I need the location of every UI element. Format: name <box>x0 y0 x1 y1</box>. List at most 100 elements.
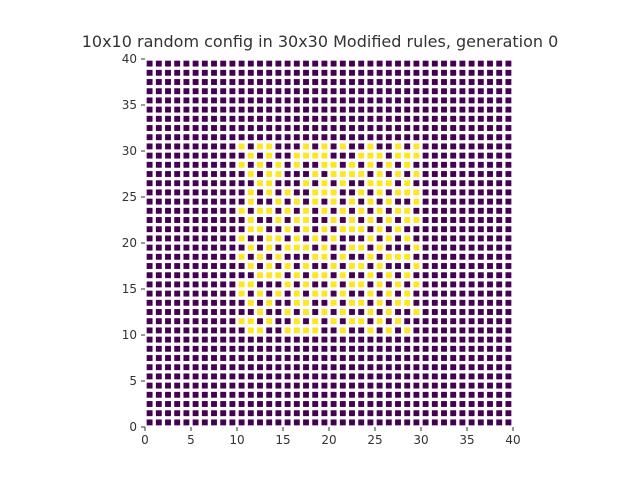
cell-dead <box>395 336 401 343</box>
cell-dead <box>146 235 153 242</box>
cell-dead <box>275 152 282 159</box>
cell-dead <box>441 401 447 407</box>
cell-dead <box>312 263 319 269</box>
cell-dead <box>367 134 374 141</box>
cell-dead <box>468 60 475 67</box>
cell-dead <box>192 244 199 251</box>
cell-alive <box>367 309 374 315</box>
cell-alive <box>266 299 273 306</box>
cell-dead <box>321 69 328 76</box>
cell-alive <box>257 180 263 187</box>
cell-dead <box>413 88 420 95</box>
cell-dead <box>229 125 236 131</box>
cell-dead <box>505 391 512 398</box>
cell-dead <box>293 382 300 389</box>
cell-dead <box>303 355 309 361</box>
cell-dead <box>459 281 466 288</box>
cell-dead <box>192 152 199 159</box>
cell-dead <box>404 263 411 269</box>
cell-dead <box>146 281 153 288</box>
cell-dead <box>211 345 217 352</box>
cell-dead <box>192 299 199 306</box>
cell-dead <box>487 106 493 113</box>
cell-dead <box>358 382 365 389</box>
cell-dead <box>211 134 217 141</box>
cell-dead <box>247 180 254 187</box>
cell-alive <box>293 217 300 223</box>
cell-dead <box>376 88 383 95</box>
cell-dead <box>441 134 447 141</box>
cell-dead <box>155 272 162 279</box>
cell-dead <box>174 345 181 352</box>
cell-dead <box>220 244 227 251</box>
cell-dead <box>211 373 217 380</box>
cell-dead <box>468 235 475 242</box>
cell-dead <box>358 134 365 141</box>
cell-dead <box>487 355 493 361</box>
cell-dead <box>385 134 392 141</box>
cell-dead <box>505 382 512 389</box>
cell-dead <box>238 134 245 141</box>
cell-alive <box>376 281 383 288</box>
cell-dead <box>229 336 236 343</box>
cell-dead <box>468 253 475 260</box>
cell-dead <box>477 382 484 389</box>
cell-dead <box>395 410 401 417</box>
cell-alive <box>385 327 392 334</box>
x-tick-label: 5 <box>187 433 195 447</box>
cell-dead <box>257 318 263 325</box>
cell-dead <box>358 125 365 131</box>
cell-dead <box>220 189 227 196</box>
cell-alive <box>257 226 263 233</box>
cell-dead <box>238 106 245 113</box>
cell-dead <box>505 115 512 122</box>
cell-dead <box>192 410 199 417</box>
cell-dead <box>183 97 190 104</box>
cell-dead <box>468 327 475 334</box>
cell-dead <box>395 309 401 315</box>
cell-alive <box>275 161 282 168</box>
cell-dead <box>229 171 236 177</box>
cell-dead <box>220 253 227 260</box>
cell-dead <box>303 336 309 343</box>
cell-dead <box>450 373 457 380</box>
cell-dead <box>395 69 401 76</box>
cell-dead <box>220 391 227 398</box>
cell-dead <box>257 419 263 426</box>
cell-dead <box>422 263 429 269</box>
cell-dead <box>339 355 346 361</box>
cell-dead <box>220 364 227 371</box>
cell-alive <box>257 309 263 315</box>
cell-dead <box>385 345 392 352</box>
cell-dead <box>477 235 484 242</box>
cell-dead <box>496 207 503 214</box>
cell-dead <box>468 272 475 279</box>
cell-dead <box>183 336 190 343</box>
cell-dead <box>330 410 337 417</box>
cell-dead <box>349 134 355 141</box>
cell-dead <box>247 106 254 113</box>
cell-dead <box>174 60 181 67</box>
cell-alive <box>395 318 401 325</box>
cell-dead <box>174 106 181 113</box>
cell-dead <box>165 88 171 95</box>
cell-dead <box>165 299 171 306</box>
cell-dead <box>211 226 217 233</box>
cell-dead <box>477 299 484 306</box>
cell-alive <box>358 207 365 214</box>
cell-dead <box>174 180 181 187</box>
cell-dead <box>165 143 171 150</box>
cell-dead <box>477 309 484 315</box>
cell-dead <box>192 161 199 168</box>
cell-dead <box>358 355 365 361</box>
cell-dead <box>477 143 484 150</box>
cell-dead <box>496 115 503 122</box>
cell-dead <box>459 198 466 205</box>
cell-dead <box>468 115 475 122</box>
cell-dead <box>349 327 355 334</box>
cell-dead <box>211 207 217 214</box>
cell-dead <box>395 217 401 223</box>
cell-dead <box>487 79 493 85</box>
cell-dead <box>183 281 190 288</box>
cell-dead <box>192 69 199 76</box>
